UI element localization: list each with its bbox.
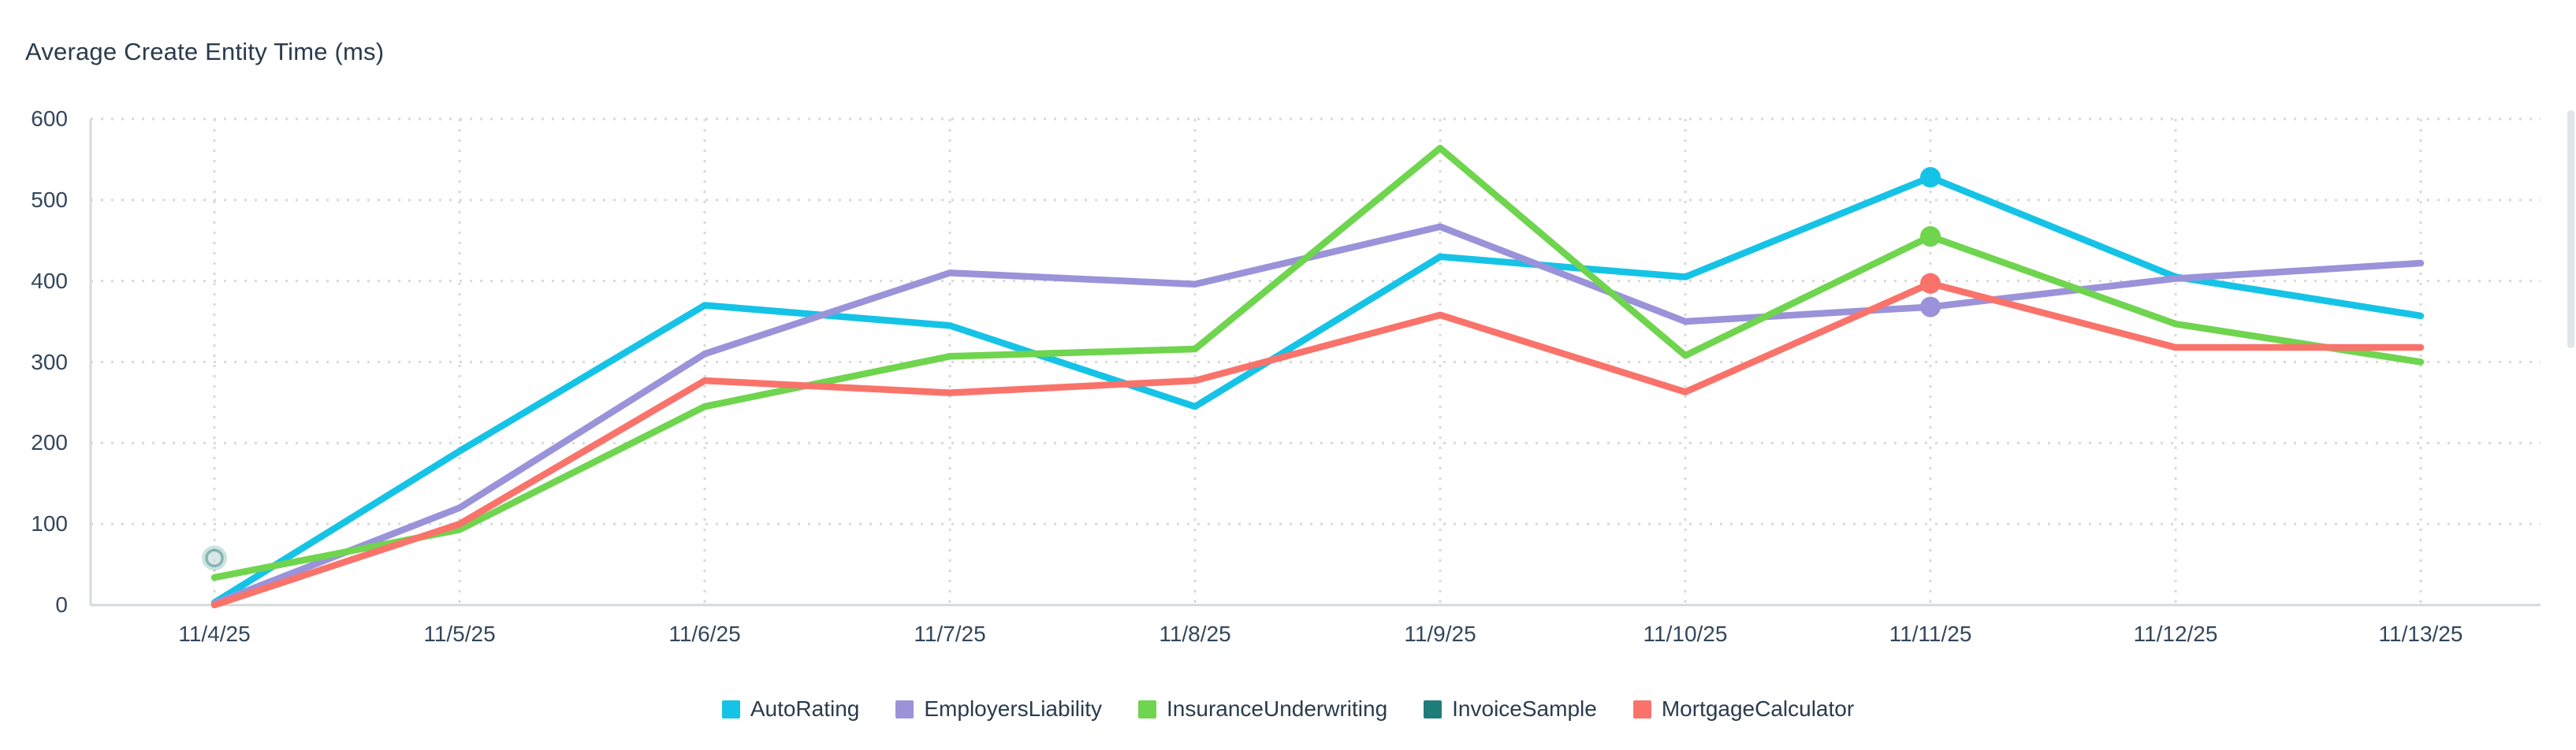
legend-swatch-EmployersLiability	[895, 700, 914, 718]
chart-legend: AutoRating EmployersLiability InsuranceUnd…	[0, 690, 2576, 728]
series-point-MortgageCalculator[interactable]	[1920, 273, 1941, 294]
series-line-MortgageCalculator[interactable]	[210, 280, 2425, 609]
legend-item-AutoRating[interactable]: AutoRating	[721, 696, 860, 722]
legend-swatch-MortgageCalculator	[1632, 700, 1651, 718]
y-tick-label-0: 0	[55, 592, 68, 617]
x-tick-label-11/5/25: 11/5/25	[423, 622, 496, 646]
y-tick-label-600: 600	[31, 106, 68, 131]
y-tick-label-100: 100	[31, 511, 68, 537]
legend-label: MortgageCalculator	[1661, 696, 1855, 721]
x-tick-label-11/7/25: 11/7/25	[914, 622, 986, 646]
legend-item-InsuranceUnderwriting[interactable]: InsuranceUnderwriting	[1138, 696, 1387, 722]
series-line-EmployersLiability[interactable]	[210, 223, 2425, 607]
x-tick-label-11/6/25: 11/6/25	[668, 622, 741, 646]
legend-item-EmployersLiability[interactable]: EmployersLiability	[895, 696, 1102, 722]
x-tick-label-11/11/25: 11/11/25	[1889, 622, 1972, 646]
legend-label: EmployersLiability	[924, 696, 1103, 721]
series-line-InsuranceUnderwriting[interactable]	[210, 144, 2425, 581]
x-tick-label-11/9/25: 11/9/25	[1404, 622, 1476, 646]
legend-swatch-InvoiceSample	[1424, 700, 1442, 718]
x-tick-label-11/10/25: 11/10/25	[1643, 622, 1728, 646]
legend-swatch-InsuranceUnderwriting	[1138, 700, 1157, 718]
legend-label: InvoiceSample	[1452, 696, 1597, 721]
x-tick-label-11/8/25: 11/8/25	[1159, 622, 1231, 646]
x-tick-label-11/12/25: 11/12/25	[2133, 622, 2218, 646]
legend-label: InsuranceUnderwriting	[1167, 696, 1388, 721]
y-tick-label-500: 500	[31, 187, 68, 212]
highlighted-point-InvoiceSample[interactable]	[202, 545, 227, 571]
y-tick-label-300: 300	[31, 349, 68, 374]
series-point-AutoRating[interactable]	[1920, 167, 1941, 188]
legend-swatch-AutoRating	[721, 700, 740, 718]
y-tick-label-400: 400	[31, 268, 68, 293]
y-tick-label-200: 200	[31, 430, 68, 455]
series-point-EmployersLiability[interactable]	[1920, 296, 1941, 317]
legend-item-InvoiceSample[interactable]: InvoiceSample	[1424, 696, 1597, 722]
series-point-InsuranceUnderwriting[interactable]	[1920, 226, 1941, 247]
x-tick-label-11/4/25: 11/4/25	[178, 622, 251, 646]
axis-lines	[89, 119, 2541, 607]
legend-item-MortgageCalculator[interactable]: MortgageCalculator	[1632, 696, 1855, 722]
legend-label: AutoRating	[750, 696, 860, 721]
series-line-AutoRating[interactable]	[210, 173, 2425, 607]
x-tick-label-11/13/25: 11/13/25	[2378, 622, 2463, 646]
chart-title: Average Create Entity Time (ms)	[25, 38, 385, 65]
scrollbar-thumb[interactable]	[2567, 110, 2574, 348]
